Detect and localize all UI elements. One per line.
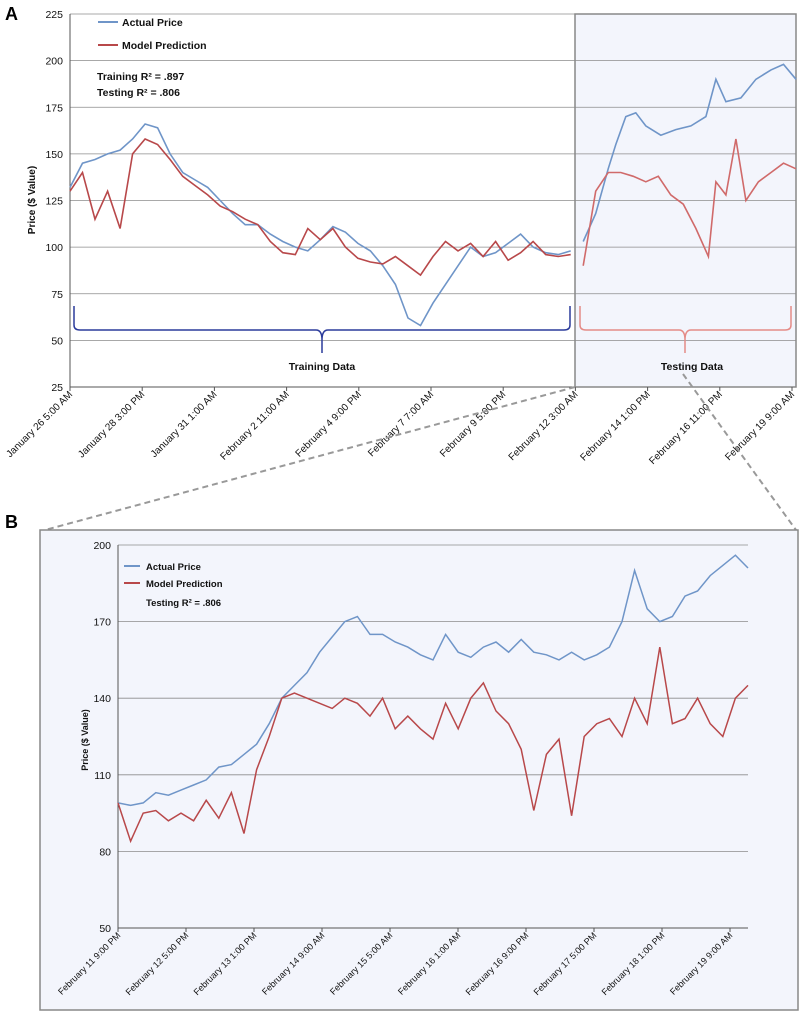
y-tick-label: 200 bbox=[93, 540, 111, 552]
y-tick-label: 140 bbox=[93, 693, 111, 705]
zoom-connector-right bbox=[682, 373, 797, 531]
y-tick-label: 50 bbox=[99, 923, 111, 935]
x-tick-label: February 19 9:00 AM bbox=[723, 389, 797, 463]
panel-b-legend: Actual Price Model Prediction bbox=[124, 562, 223, 590]
x-tick-label: February 12 3:00 AM bbox=[507, 389, 581, 463]
actual-price-line bbox=[117, 554, 749, 807]
model-prediction-training-line bbox=[69, 138, 571, 277]
panel-a-y-ticks: 25 50 75 100 125 150 175 200 225 bbox=[45, 9, 63, 394]
x-tick-label: January 26 5:00 AM bbox=[4, 389, 75, 460]
y-tick-label: 200 bbox=[45, 56, 63, 68]
y-tick-label: 175 bbox=[45, 102, 63, 114]
y-tick-label: 100 bbox=[45, 242, 63, 254]
y-tick-label: 80 bbox=[99, 846, 111, 858]
actual-price-testing-line bbox=[582, 63, 797, 242]
testing-region-frame bbox=[574, 13, 797, 388]
y-tick-label: 50 bbox=[51, 335, 63, 347]
panel-b-frame bbox=[39, 529, 799, 1011]
panel-a-x-ticks: January 26 5:00 AM January 28 3:00 PM Janu… bbox=[4, 387, 797, 467]
panel-a-chart: 25 50 75 100 125 150 175 200 225 January 26 5:00… bbox=[4, 9, 797, 467]
testing-data-label: Testing Data bbox=[661, 361, 723, 373]
x-tick-label: January 31 1:00 AM bbox=[149, 389, 220, 460]
y-tick-label: 75 bbox=[51, 289, 63, 301]
legend-b-model-label: Model Prediction bbox=[146, 579, 223, 590]
panel-a-y-axis-label: Price ($ Value) bbox=[27, 166, 38, 234]
x-tick-label: February 14 1:00 PM bbox=[579, 389, 653, 463]
y-tick-label: 110 bbox=[94, 770, 111, 782]
panel-b-gridlines bbox=[118, 544, 748, 852]
training-r2-label: Training R² = .897 bbox=[97, 71, 184, 83]
model-prediction-line bbox=[117, 646, 749, 844]
x-tick-label: February 9 5:00 PM bbox=[438, 389, 508, 459]
x-tick-label: February 4 9:00 PM bbox=[294, 389, 364, 459]
legend-b-actual-label: Actual Price bbox=[146, 562, 201, 573]
y-tick-label: 225 bbox=[45, 9, 63, 21]
panel-b-letter: B bbox=[5, 512, 18, 532]
panel-a-letter: A bbox=[5, 4, 18, 24]
panel-b-testing-r2-label: Testing R² = .806 bbox=[146, 598, 221, 609]
x-tick-label: February 2 11:00 AM bbox=[218, 389, 291, 462]
model-prediction-testing-line bbox=[582, 138, 797, 266]
zoom-connector-left bbox=[44, 386, 576, 531]
y-tick-label: 170 bbox=[93, 617, 111, 629]
panel-a-gridlines bbox=[70, 13, 796, 341]
panel-a-legend: Actual Price Model Prediction bbox=[98, 17, 207, 52]
panel-b-series bbox=[117, 554, 749, 844]
training-data-label: Training Data bbox=[289, 361, 356, 373]
y-tick-label: 150 bbox=[45, 149, 63, 161]
y-tick-label: 125 bbox=[45, 196, 63, 208]
x-tick-label: January 28 3:00 PM bbox=[76, 389, 147, 460]
panel-b-y-ticks: 50 80 110 140 170 200 bbox=[93, 540, 111, 935]
panel-b-y-axis-label: Price ($ Value) bbox=[80, 709, 90, 771]
y-tick-label: 25 bbox=[51, 382, 63, 394]
legend-actual-label: Actual Price bbox=[122, 17, 183, 29]
legend-model-label: Model Prediction bbox=[122, 40, 207, 52]
panel-a-series bbox=[69, 63, 797, 327]
training-data-bracket bbox=[73, 306, 571, 353]
testing-r2-label: Testing R² = .806 bbox=[97, 87, 180, 99]
testing-data-bracket bbox=[579, 306, 792, 353]
x-tick-label: February 16 11:00 PM bbox=[647, 389, 725, 467]
x-tick-label: February 7 7:00 AM bbox=[366, 389, 436, 459]
